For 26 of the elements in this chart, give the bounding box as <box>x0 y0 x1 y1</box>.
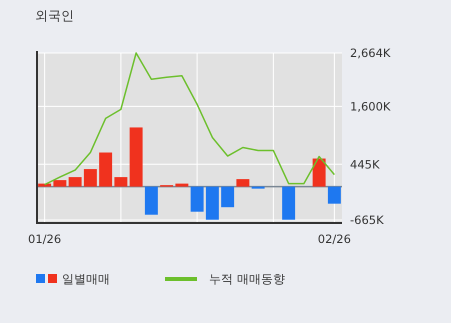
chart-title: 외국인 <box>35 9 74 24</box>
bar <box>53 180 66 187</box>
y-tick-label: 445K <box>350 157 380 172</box>
y-tick-label: 1,600K <box>350 99 391 114</box>
x-tick-label: 01/26 <box>28 232 62 246</box>
bar <box>312 158 326 187</box>
line-series <box>44 52 336 186</box>
legend-label: 누적 매매동향 <box>209 272 285 286</box>
bar <box>236 179 250 187</box>
x-tick-label: 02/26 <box>318 232 351 246</box>
bar <box>114 177 128 187</box>
bar <box>144 186 158 215</box>
legend-label: 일별매매 <box>62 272 110 286</box>
bar <box>68 177 82 187</box>
y-tick-label: -665K <box>350 212 384 227</box>
bar <box>38 184 52 187</box>
bar <box>190 186 204 212</box>
bar <box>328 186 341 204</box>
bar <box>99 152 112 187</box>
bar <box>175 184 188 187</box>
bar <box>221 186 234 208</box>
bar <box>282 186 296 220</box>
y-tick-label: 2,664K <box>350 46 391 60</box>
bar <box>130 127 143 187</box>
bar <box>206 186 219 220</box>
bar <box>84 169 97 187</box>
